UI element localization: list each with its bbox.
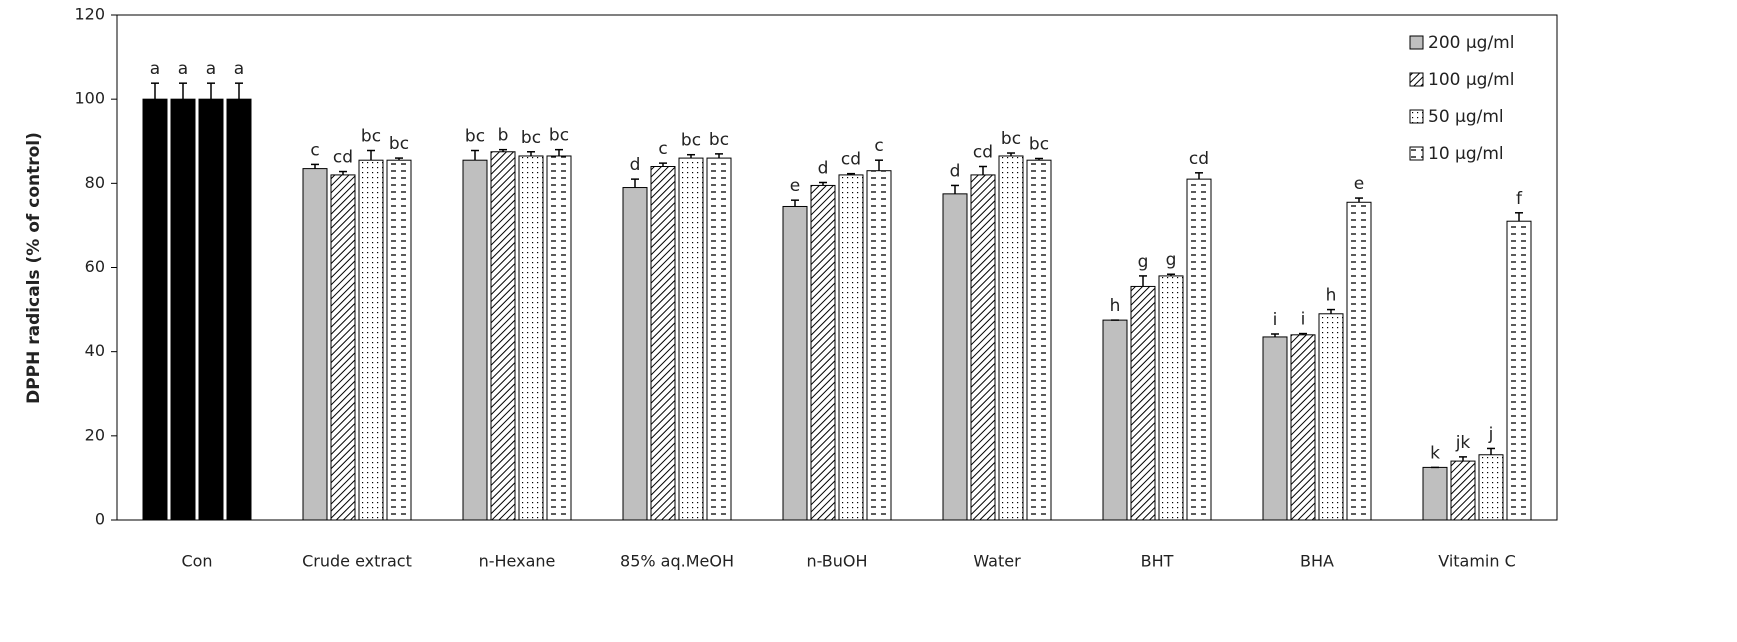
bar (170, 98, 196, 521)
significance-letter: h (1326, 286, 1337, 306)
significance-letter: cd (841, 150, 861, 170)
significance-letter: cd (973, 143, 993, 163)
bar (1422, 466, 1448, 521)
bar (998, 155, 1024, 521)
x-tick-label: Water (973, 552, 1021, 571)
legend-swatch (1409, 109, 1424, 124)
significance-letter: e (1354, 174, 1364, 194)
significance-letter: c (874, 136, 883, 156)
x-tick-label: n-BuOH (806, 552, 867, 571)
significance-letter: j (1488, 424, 1494, 444)
bar (386, 159, 412, 521)
significance-letter: c (310, 140, 319, 160)
bar (546, 155, 572, 521)
y-tick-label: 0 (95, 510, 105, 529)
legend-label: 200 μg/ml (1428, 33, 1514, 53)
bar (1262, 336, 1288, 521)
bar (678, 157, 704, 521)
legend-label: 50 μg/ml (1428, 107, 1504, 127)
bar (1026, 159, 1052, 521)
legend-swatch (1409, 146, 1424, 161)
bar (942, 193, 968, 521)
bar (1186, 178, 1212, 521)
significance-letter: bc (389, 134, 409, 154)
bar (1130, 285, 1156, 521)
significance-letter: e (790, 176, 800, 196)
bar (1478, 454, 1504, 521)
significance-letter: bc (681, 131, 701, 151)
significance-letter: b (498, 126, 509, 146)
bar (302, 168, 328, 521)
bar (866, 170, 892, 521)
bar (1102, 319, 1128, 521)
significance-letter: d (818, 158, 829, 178)
bar (198, 98, 224, 521)
significance-letter: bc (1029, 135, 1049, 155)
significance-letter: bc (549, 126, 569, 146)
significance-letter: g (1138, 252, 1149, 272)
x-tick-label: BHA (1300, 552, 1334, 571)
significance-letter: a (234, 59, 244, 79)
significance-letter: cd (1189, 149, 1209, 169)
legend-swatch (1409, 35, 1424, 50)
y-tick-label: 40 (85, 341, 105, 360)
significance-letter: k (1430, 443, 1440, 463)
bar (1346, 201, 1372, 521)
x-tick-label: n-Hexane (479, 552, 556, 571)
y-axis-label: DPPH radicals (% of control) (24, 132, 44, 404)
significance-letter: cd (333, 148, 353, 168)
bar (810, 184, 836, 521)
x-tick-label: BHT (1141, 552, 1174, 571)
significance-letter: bc (465, 127, 485, 147)
bar (1450, 460, 1476, 521)
significance-letter: i (1273, 310, 1278, 330)
significance-letter: g (1166, 250, 1177, 270)
significance-letter: bc (1001, 129, 1021, 149)
legend-label: 100 μg/ml (1428, 70, 1514, 90)
bar (490, 151, 516, 521)
significance-letter: d (950, 161, 961, 181)
bar (462, 159, 488, 521)
legend-swatch (1409, 72, 1424, 87)
bar (650, 166, 676, 521)
significance-letter: bc (521, 128, 541, 148)
significance-letter: a (150, 59, 160, 79)
bar (518, 155, 544, 521)
x-tick-label: Con (181, 552, 212, 571)
bar (142, 98, 168, 521)
significance-letter: f (1516, 189, 1523, 209)
x-tick-label: 85% aq.MeOH (620, 552, 734, 571)
significance-letter: i (1301, 310, 1306, 330)
legend-label: 10 μg/ml (1428, 144, 1504, 164)
y-tick-label: 60 (85, 257, 105, 276)
significance-letter: h (1110, 296, 1121, 316)
bar (782, 205, 808, 521)
x-tick-label: Vitamin C (1438, 552, 1516, 571)
significance-letter: a (178, 59, 188, 79)
bar (330, 174, 356, 521)
bar (358, 159, 384, 521)
bar (1158, 275, 1184, 521)
x-tick-label: Crude extract (302, 552, 412, 571)
significance-letter: jk (1455, 433, 1471, 453)
bar (838, 174, 864, 521)
y-tick-label: 100 (74, 89, 105, 108)
bar (1506, 220, 1532, 521)
bar (226, 98, 252, 521)
bar (1318, 313, 1344, 521)
significance-letter: c (658, 139, 667, 159)
significance-letter: bc (709, 130, 729, 150)
bar (706, 157, 732, 521)
bar (622, 187, 648, 521)
significance-letter: bc (361, 127, 381, 147)
bar (970, 174, 996, 521)
significance-letter: d (630, 155, 641, 175)
y-tick-label: 20 (85, 425, 105, 444)
bar (1290, 334, 1316, 521)
y-tick-label: 80 (85, 173, 105, 192)
significance-letter: a (206, 59, 216, 79)
plot-frame (116, 14, 1558, 521)
y-tick-label: 120 (74, 5, 105, 24)
